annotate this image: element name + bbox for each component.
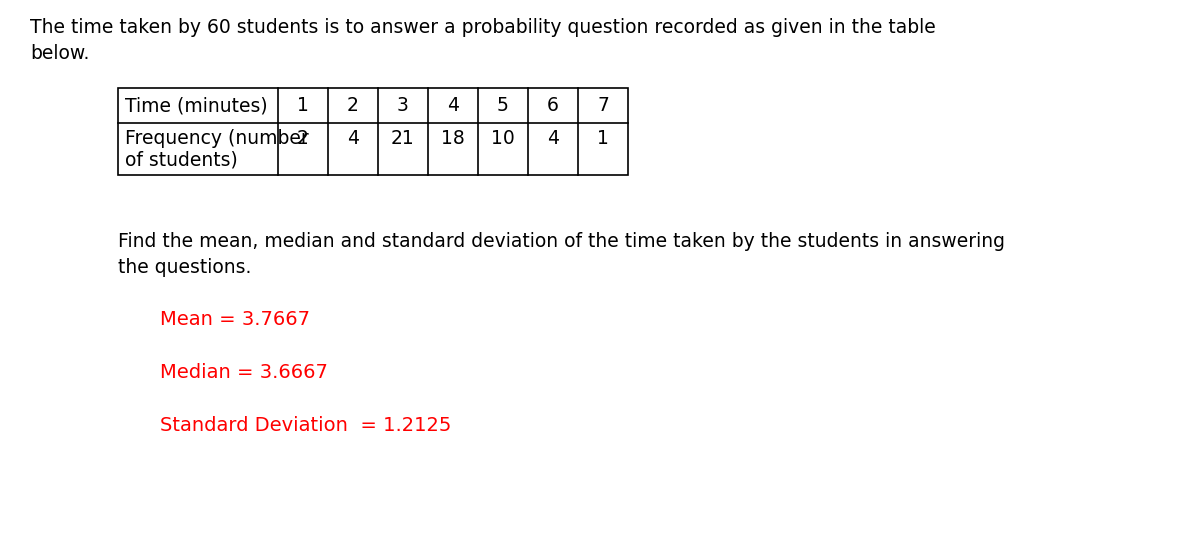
Text: 21: 21 — [391, 129, 415, 148]
Text: the questions.: the questions. — [118, 258, 251, 277]
Text: 3: 3 — [397, 96, 409, 115]
Text: 1: 1 — [298, 96, 308, 115]
Text: 1: 1 — [598, 129, 608, 148]
Text: 18: 18 — [442, 129, 464, 148]
Text: below.: below. — [30, 44, 89, 63]
Text: The time taken by 60 students is to answer a probability question recorded as gi: The time taken by 60 students is to answ… — [30, 18, 936, 37]
Text: 2: 2 — [347, 96, 359, 115]
Text: 10: 10 — [491, 129, 515, 148]
Text: 5: 5 — [497, 96, 509, 115]
Text: 2: 2 — [298, 129, 308, 148]
Text: Frequency (number: Frequency (number — [125, 129, 308, 148]
Text: Standard Deviation  = 1.2125: Standard Deviation = 1.2125 — [160, 416, 451, 435]
Text: Median = 3.6667: Median = 3.6667 — [160, 363, 328, 382]
Text: Find the mean, median and standard deviation of the time taken by the students i: Find the mean, median and standard devia… — [118, 232, 1006, 251]
Text: Time (minutes): Time (minutes) — [125, 96, 268, 115]
Text: of students): of students) — [125, 150, 238, 169]
Text: 4: 4 — [347, 129, 359, 148]
Bar — [118, 88, 628, 175]
Text: 4: 4 — [547, 129, 559, 148]
Text: Mean = 3.7667: Mean = 3.7667 — [160, 310, 310, 329]
Text: 6: 6 — [547, 96, 559, 115]
Text: 4: 4 — [446, 96, 458, 115]
Text: 7: 7 — [598, 96, 608, 115]
